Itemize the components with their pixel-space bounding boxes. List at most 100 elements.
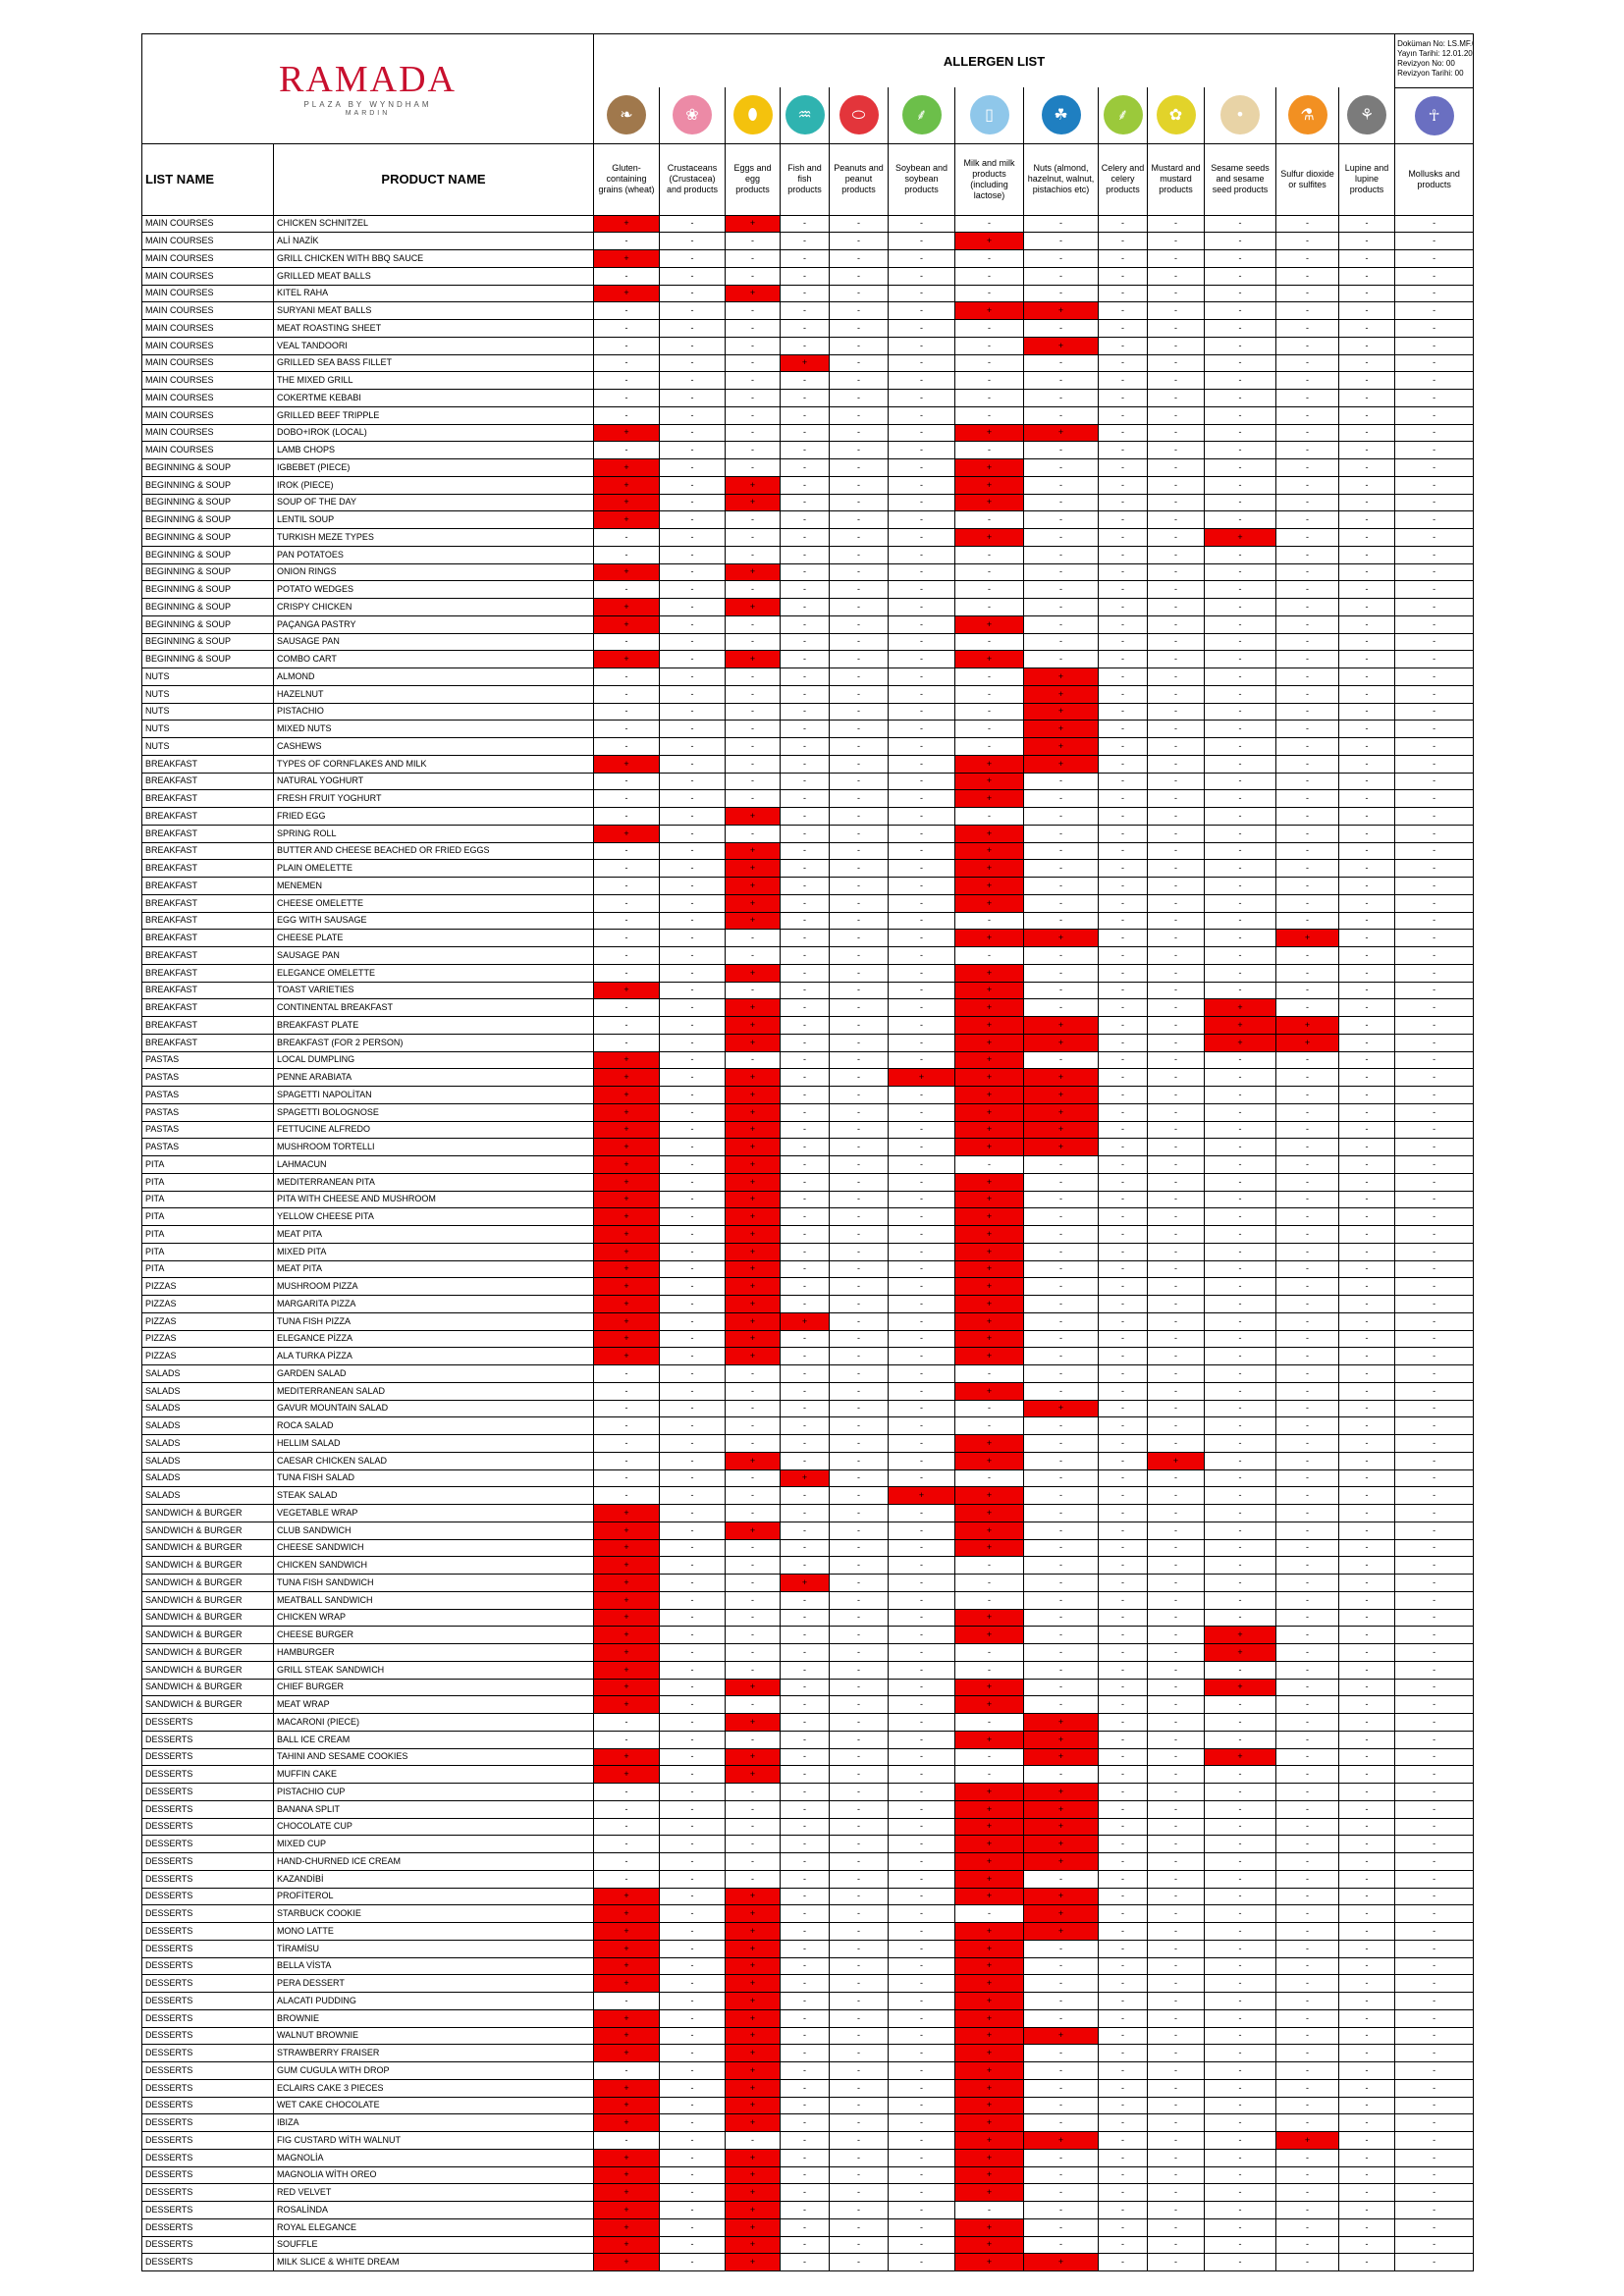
allergen-absent-cell: - [1098,319,1148,338]
allergen-absent-cell: - [1098,1538,1148,1558]
allergen-absent-cell: - [1394,1869,1475,1889]
allergen-absent-cell: - [829,789,889,808]
table-row: SANDWICH & BURGER CHICKEN SANDWICH + - - - - - -… [141,1556,1475,1575]
list-name-cell: BREAKFAST [141,929,274,947]
allergen-absent-cell: - [829,1590,889,1610]
allergen-absent-cell: - [1275,545,1339,564]
allergen-absent-cell: - [1275,2148,1339,2167]
allergen-present-cell: + [593,598,660,616]
allergen-absent-cell: - [780,1799,830,1819]
allergen-absent-cell: - [1023,353,1099,373]
product-name-cell: LENTIL SOUP [273,510,594,529]
allergen-absent-cell: - [780,1399,830,1418]
allergen-absent-cell: - [780,1765,830,1784]
allergen-absent-cell: - [659,232,726,250]
allergen-absent-cell: - [1023,1451,1099,1470]
allergen-present-cell: + [1023,2026,1099,2046]
list-name-cell: PIZZAS [141,1347,274,1365]
allergen-absent-cell: - [1337,1086,1396,1104]
allergen-absent-cell: - [780,1783,830,1801]
product-name-cell: CHEESE BURGER [273,1626,594,1644]
allergen-present-cell: + [593,1538,660,1558]
allergen-absent-cell: - [659,754,726,774]
allergen-absent-cell: - [1204,441,1276,459]
allergen-absent-cell: - [725,946,781,965]
allergen-absent-cell: - [725,405,781,425]
allergen-present-cell: + [1023,1033,1099,1052]
allergen-absent-cell: - [780,1678,830,1697]
allergen-present-cell: + [725,1329,781,1349]
allergen-absent-cell: - [593,737,660,756]
table-row: DESSERTS ROYAL ELEGANCE + - + - - - + - - - - - - - [141,2217,1475,2237]
table-row: DESSERTS MILK SLICE & WHITE DREAM + - + - - - + +… [141,2253,1475,2271]
list-name-cell: SALADS [141,1381,274,1401]
allergen-absent-cell: - [888,458,955,477]
allergen-absent-cell: - [1204,981,1276,1000]
allergen-present-cell: + [954,1521,1024,1540]
list-name-header: LIST NAME [141,142,274,216]
product-name-cell: MIXED CUP [273,1835,594,1853]
allergen-absent-cell: - [1337,1799,1396,1819]
allergen-absent-cell: - [780,1138,830,1156]
allergen-absent-cell: - [888,893,955,913]
table-row: DESSERTS CHOCOLATE CUP - - - - - - + + - - - - - - [141,1817,1475,1837]
list-name-cell: SANDWICH & BURGER [141,1678,274,1697]
allergen-absent-cell: - [1337,929,1396,947]
allergen-column-header: Sesame seeds and sesame seed products [1204,142,1276,216]
allergen-absent-cell: - [1394,807,1475,826]
allergen-absent-cell: - [1275,841,1339,861]
allergen-absent-cell: - [593,667,660,686]
allergen-absent-cell: - [829,2096,889,2115]
allergen-present-cell: + [954,2165,1024,2185]
allergen-present-cell: + [954,754,1024,774]
allergen-absent-cell: - [1147,1068,1205,1087]
allergen-absent-cell: - [1275,1765,1339,1784]
allergen-absent-cell: - [659,301,726,320]
allergen-absent-cell: - [1147,807,1205,826]
allergen-absent-cell: - [780,2148,830,2167]
allergen-absent-cell: - [1098,336,1148,355]
allergen-absent-cell: - [829,214,889,234]
table-row: DESSERTS HAND-CHURNED ICE CREAM - - - - - - + + - -… [141,1852,1475,1871]
allergen-table: RAMADA PLAZA BY WYNDHAM MARDIN ALLERGEN … [141,33,1475,2271]
allergen-absent-cell: - [659,562,726,582]
allergen-absent-cell: - [829,423,889,443]
allergen-absent-cell: - [1098,1852,1148,1871]
allergen-absent-cell: - [780,1434,830,1453]
allergen-absent-cell: - [1394,1956,1475,1976]
table-row: MAIN COURSES GRILLED SEA BASS FILLET - - - + -… [141,353,1475,373]
allergen-absent-cell: - [1147,580,1205,599]
allergen-present-cell: + [593,1590,660,1610]
allergen-absent-cell: - [1337,2096,1396,2115]
list-name-cell: DESSERTS [141,1869,274,1889]
allergen-absent-cell: - [1204,963,1276,983]
allergen-absent-cell: - [1337,1451,1396,1470]
allergen-absent-cell: - [1337,266,1396,286]
allergen-absent-cell: - [1023,1486,1099,1505]
allergen-absent-cell: - [1147,1538,1205,1558]
allergen-absent-cell: - [725,1660,781,1680]
allergen-absent-cell: - [780,458,830,477]
allergen-absent-cell: - [1275,1817,1339,1837]
allergen-absent-cell: - [1204,1172,1276,1192]
allergen-absent-cell: - [888,1660,955,1680]
allergen-present-cell: + [954,2253,1024,2271]
allergen-absent-cell: - [829,1922,889,1941]
list-name-cell: PASTAS [141,1102,274,1122]
allergen-absent-cell: - [1275,1852,1339,1871]
allergen-absent-cell: - [888,1695,955,1714]
allergen-absent-cell: - [1337,1695,1396,1714]
allergen-absent-cell: - [1098,1504,1148,1522]
allergen-absent-cell: - [888,859,955,878]
allergen-absent-cell: - [1098,2008,1148,2028]
list-name-cell: NUTS [141,720,274,738]
allergen-absent-cell: - [1098,1817,1148,1837]
allergen-absent-cell: - [1275,284,1339,303]
allergen-absent-cell: - [1023,2183,1099,2202]
allergen-present-cell: + [954,1538,1024,1558]
allergen-absent-cell: - [659,214,726,234]
list-name-cell: DESSERTS [141,1887,274,1906]
allergen-absent-cell: - [659,1956,726,1976]
allergen-absent-cell: - [1098,1835,1148,1853]
allergen-absent-cell: - [1394,1225,1475,1244]
